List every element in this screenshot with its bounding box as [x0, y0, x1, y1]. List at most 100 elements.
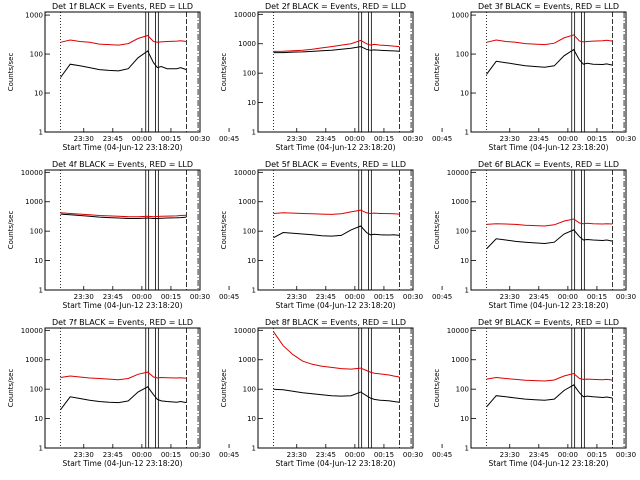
x-tick-label: 00:45: [432, 293, 452, 301]
lld-series-line: [60, 34, 187, 46]
y-axis-label: Counts/sec: [7, 369, 15, 408]
y-tick-label: 10: [247, 99, 256, 107]
y-axis-label: Counts/sec: [7, 211, 15, 250]
y-axis-label: Counts/sec: [220, 53, 228, 92]
events-series-line: [60, 386, 187, 411]
y-tick-label: 100: [243, 70, 256, 78]
y-tick-label: 1: [252, 129, 256, 137]
y-tick-label: 10000: [447, 169, 469, 177]
y-tick-label: 1000: [25, 198, 43, 206]
x-tick-label: 00:30: [403, 135, 423, 143]
y-tick-label: 100: [243, 386, 256, 394]
chart-panel-2: Det 2f BLACK = Events, RED = LLD Counts/s…: [220, 2, 452, 152]
chart-panel-5: Det 5f BLACK = Events, RED = LLD Counts/s…: [220, 160, 452, 310]
x-axis-label: Start Time (04-Jun-12 23:18:20): [63, 459, 183, 468]
chart-title: Det 1f BLACK = Events, RED = LLD: [52, 2, 193, 11]
x-tick-label: 00:15: [587, 135, 607, 143]
y-axis-label: Counts/sec: [433, 53, 441, 92]
x-tick-label: 23:45: [529, 293, 549, 301]
y-tick-label: 1000: [451, 12, 469, 20]
x-tick-label: 23:45: [316, 293, 336, 301]
y-tick-label: 100: [30, 386, 43, 394]
y-axis-label: Counts/sec: [433, 211, 441, 250]
y-tick-label: 100: [243, 228, 256, 236]
x-tick-label: 00:00: [345, 293, 365, 301]
events-series-line: [486, 229, 613, 250]
y-tick-label: 10: [247, 257, 256, 265]
x-tick-label: 00:30: [190, 451, 210, 459]
x-tick-label: 00:30: [616, 451, 636, 459]
x-tick-label: 23:30: [287, 135, 307, 143]
lld-series-line: [273, 331, 400, 378]
y-tick-label: 10: [34, 90, 43, 98]
y-tick-label: 1000: [451, 356, 469, 364]
x-axis-label: Start Time (04-Jun-12 23:18:20): [489, 143, 609, 152]
chart-title: Det 6f BLACK = Events, RED = LLD: [478, 160, 619, 169]
x-tick-label: 23:30: [287, 293, 307, 301]
chart-panel-1: Det 1f BLACK = Events, RED = LLD Counts/s…: [7, 2, 239, 152]
x-axis-label: Start Time (04-Jun-12 23:18:20): [489, 459, 609, 468]
chart-panel-9: Det 9f BLACK = Events, RED = LLD Counts/s…: [433, 318, 636, 468]
y-tick-label: 1000: [238, 198, 256, 206]
y-tick-label: 10: [34, 257, 43, 265]
x-axis-label: Start Time (04-Jun-12 23:18:20): [276, 143, 396, 152]
y-tick-label: 1: [39, 129, 43, 137]
plot-frame: [257, 169, 414, 291]
events-series-line: [60, 50, 187, 78]
events-series-line: [273, 388, 400, 403]
y-tick-label: 100: [456, 51, 469, 59]
y-axis-label: Counts/sec: [7, 53, 15, 92]
lld-series-line: [273, 209, 400, 215]
x-tick-label: 00:15: [587, 451, 607, 459]
chart-title: Det 2f BLACK = Events, RED = LLD: [265, 2, 406, 11]
x-tick-label: 00:00: [558, 293, 578, 301]
x-tick-label: 23:45: [103, 293, 123, 301]
y-axis-label: Counts/sec: [220, 369, 228, 408]
x-axis-label: Start Time (04-Jun-12 23:18:20): [489, 301, 609, 310]
y-tick-label: 1: [465, 129, 469, 137]
x-tick-label: 00:15: [161, 451, 181, 459]
x-tick-label: 00:15: [374, 135, 394, 143]
x-tick-label: 23:45: [103, 451, 123, 459]
x-tick-label: 23:30: [287, 451, 307, 459]
x-tick-label: 23:30: [74, 135, 94, 143]
x-tick-label: 23:30: [500, 135, 520, 143]
x-tick-label: 23:45: [529, 451, 549, 459]
plot-frame: [44, 11, 201, 133]
x-tick-label: 00:15: [374, 293, 394, 301]
events-series-line: [486, 48, 613, 75]
plot-frame: [44, 169, 201, 291]
x-tick-label: 00:45: [219, 135, 239, 143]
x-tick-label: 00:45: [219, 293, 239, 301]
y-tick-label: 10000: [21, 327, 43, 335]
y-tick-label: 1: [39, 445, 43, 453]
x-tick-label: 23:30: [74, 451, 94, 459]
x-tick-label: 00:45: [219, 451, 239, 459]
x-tick-label: 00:30: [616, 135, 636, 143]
plot-frame: [44, 327, 201, 449]
x-tick-label: 00:00: [558, 451, 578, 459]
chart-panel-3: Det 3f BLACK = Events, RED = LLD Counts/s…: [433, 2, 636, 152]
x-tick-label: 00:00: [345, 451, 365, 459]
y-tick-label: 1: [465, 445, 469, 453]
y-tick-label: 1000: [25, 356, 43, 364]
events-series-line: [486, 384, 613, 408]
x-tick-label: 23:45: [316, 135, 336, 143]
chart-panel-8: Det 8f BLACK = Events, RED = LLD Counts/s…: [220, 318, 452, 468]
y-tick-label: 1000: [238, 356, 256, 364]
y-tick-label: 1000: [25, 12, 43, 20]
x-tick-label: 00:45: [432, 135, 452, 143]
x-axis-label: Start Time (04-Jun-12 23:18:20): [63, 143, 183, 152]
x-tick-label: 00:30: [190, 293, 210, 301]
x-tick-label: 00:15: [161, 135, 181, 143]
x-tick-label: 00:15: [374, 451, 394, 459]
chart-panel-4: Det 4f BLACK = Events, RED = LLD Counts/s…: [7, 160, 239, 310]
chart-title: Det 9f BLACK = Events, RED = LLD: [478, 318, 619, 327]
y-tick-label: 10000: [21, 169, 43, 177]
y-tick-label: 1: [252, 445, 256, 453]
y-tick-label: 1: [39, 287, 43, 295]
y-axis-label: Counts/sec: [433, 369, 441, 408]
x-tick-label: 00:00: [132, 451, 152, 459]
x-tick-label: 00:15: [587, 293, 607, 301]
